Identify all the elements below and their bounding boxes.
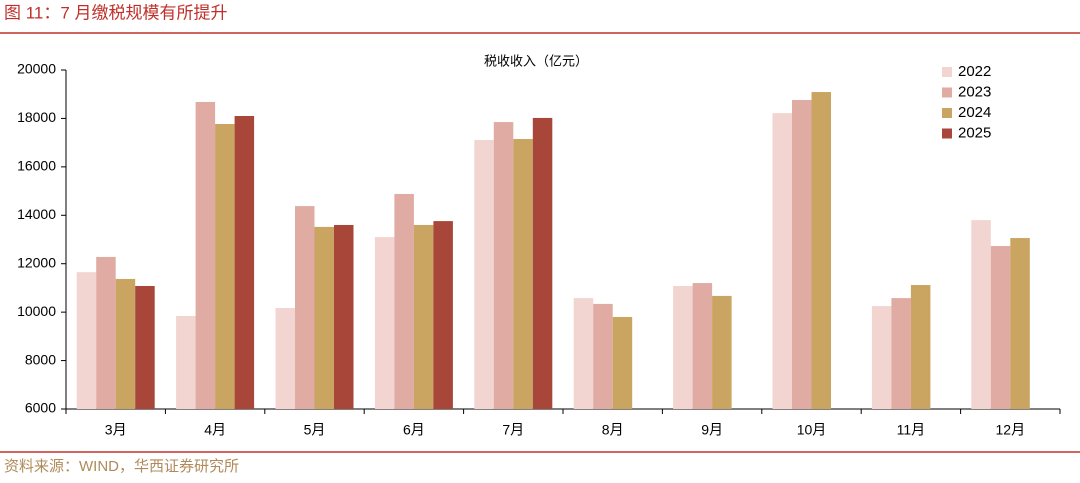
bar: [532, 117, 553, 410]
bar: [295, 206, 315, 409]
x-tick-label: 4月: [204, 422, 226, 438]
header-title: 图 11：7 月缴税规模有所提升: [4, 3, 228, 22]
bar: [971, 220, 991, 409]
bar: [234, 116, 255, 409]
y-tick-label: 20000: [17, 61, 56, 77]
bar: [314, 226, 334, 409]
bar: [891, 298, 911, 409]
y-tick-label: 8000: [25, 351, 56, 367]
x-tick-label: 11月: [897, 422, 926, 438]
x-tick-label: 10月: [797, 422, 827, 438]
y-tick-label: 16000: [17, 158, 56, 174]
y-tick-label: 12000: [17, 254, 56, 270]
legend-label: 2023: [958, 83, 991, 100]
bar: [334, 224, 354, 409]
y-tick-label: 14000: [17, 206, 56, 222]
bar: [612, 316, 633, 409]
bar: [433, 221, 453, 409]
source-note: 资料来源：WIND，华西证券研究所: [4, 458, 239, 475]
x-tick-label: 5月: [304, 422, 326, 438]
bar: [990, 246, 1011, 409]
legend-swatch: [942, 108, 952, 118]
x-tick-label: 7月: [502, 422, 524, 438]
bar: [712, 295, 732, 409]
bar: [275, 308, 295, 409]
bar: [792, 100, 812, 410]
x-tick-label: 3月: [105, 422, 127, 438]
bar: [910, 285, 931, 409]
legend-swatch: [942, 87, 952, 98]
x-tick-label: 12月: [996, 422, 1026, 438]
legend-label: 2025: [958, 124, 991, 141]
bar: [1010, 238, 1030, 409]
bar: [135, 285, 155, 409]
bar: [215, 123, 235, 409]
bar: [474, 139, 494, 409]
legend-swatch: [942, 67, 952, 77]
bar: [493, 122, 514, 409]
legend-swatch: [942, 128, 952, 139]
bar: [871, 306, 892, 409]
bar: [76, 272, 97, 409]
legend-label: 2022: [958, 63, 991, 80]
bar: [195, 101, 216, 409]
x-tick-label: 6月: [403, 422, 425, 438]
y-tick-label: 18000: [17, 109, 56, 125]
bar: [413, 224, 434, 409]
bar: [573, 298, 594, 409]
legend-label: 2024: [958, 104, 991, 121]
bar: [811, 92, 831, 409]
x-tick-label: 8月: [602, 422, 624, 438]
bar: [96, 256, 116, 409]
bar: [374, 237, 395, 409]
x-tick-label: 9月: [701, 422, 723, 438]
y-tick-label: 6000: [25, 400, 56, 416]
bar: [394, 193, 414, 409]
bar: [176, 316, 196, 409]
bar: [673, 285, 693, 409]
bar: [692, 283, 713, 409]
bar: [772, 113, 792, 409]
chart-title: 税收收入（亿元）: [484, 53, 588, 68]
bar: [115, 278, 136, 409]
y-tick-label: 10000: [17, 303, 56, 319]
bar: [513, 139, 533, 409]
bar: [593, 303, 613, 409]
